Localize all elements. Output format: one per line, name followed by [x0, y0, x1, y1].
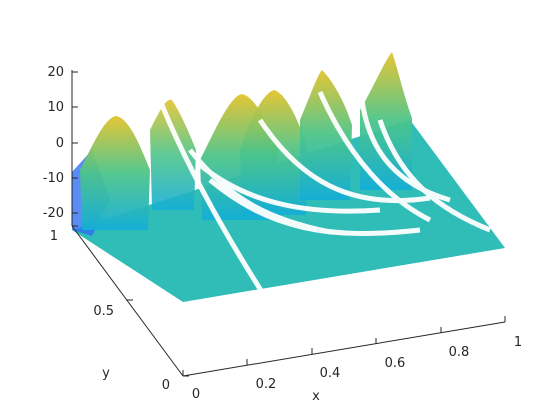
x-axis-line: [182, 321, 506, 377]
surface-peak-3: [240, 90, 308, 215]
y-tick-label-0-5: 0.5: [93, 304, 114, 319]
surface-folds: [157, 69, 491, 294]
z-ticks: 20 10 0 -10 -20: [43, 65, 78, 221]
z-tick-label-10: 10: [47, 100, 64, 115]
z-tick-label-neg20: -20: [43, 206, 64, 221]
surface-peak-1: [80, 116, 150, 230]
z-tick-label-20: 20: [47, 65, 64, 80]
x-tick-label-0-6: 0.6: [385, 356, 406, 371]
y-tick-label-0: 0: [162, 378, 170, 393]
x-axis-label: x: [312, 389, 320, 404]
z-tick-label-neg10: -10: [43, 171, 64, 186]
x-tick-label-0-2: 0.2: [256, 377, 277, 392]
y-ticks: 1 0.5 0 y: [50, 225, 189, 393]
x-tick-label-0-4: 0.4: [320, 366, 341, 381]
surface-peak-4: [300, 70, 352, 200]
axes: [71, 70, 506, 377]
z-tick-label-0: 0: [56, 136, 64, 151]
x-tick-label-0-8: 0.8: [449, 345, 470, 360]
surface-peak-6: [150, 99, 196, 210]
x-tick-label-0: 0: [192, 387, 200, 402]
surface-peak-5: [360, 52, 412, 190]
y-axis-line: [71, 225, 184, 377]
x-tick-label-1: 1: [514, 335, 522, 350]
x-ticks: 0 0.2 0.4 0.6 0.8 1 x: [182, 316, 522, 404]
y-tick-label-1: 1: [50, 229, 58, 244]
y-axis-label: y: [102, 366, 110, 381]
surface-mesh: [72, 52, 505, 302]
